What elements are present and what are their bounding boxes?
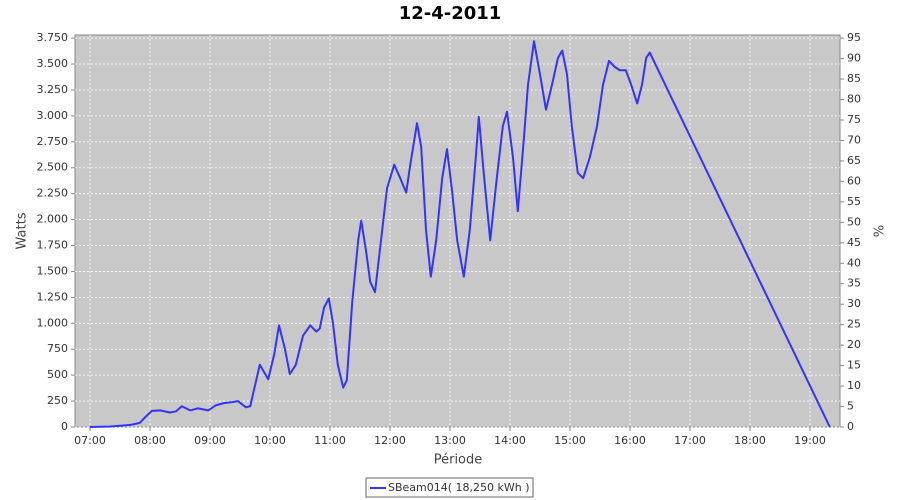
y2-tick-label: 35	[847, 277, 861, 290]
y2-tick-label: 60	[847, 174, 861, 187]
y-tick-label: 2.250	[37, 187, 69, 200]
legend-label: SBeam014( 18,250 kWh )	[388, 481, 530, 494]
y2-tick-label: 70	[847, 133, 861, 146]
y2-tick-label: 95	[847, 31, 861, 44]
y-tick-label: 3.250	[37, 83, 69, 96]
y2-tick-label: 20	[847, 338, 861, 351]
y2-tick-label: 45	[847, 236, 861, 249]
y-tick-label: 0	[61, 420, 68, 433]
x-tick-label: 10:00	[254, 434, 286, 447]
x-tick-label: 09:00	[194, 434, 226, 447]
y-tick-label: 2.500	[37, 161, 69, 174]
x-tick-label: 07:00	[74, 434, 106, 447]
y2-tick-label: 10	[847, 379, 861, 392]
y2-tick-label: 85	[847, 72, 861, 85]
x-tick-label: 08:00	[134, 434, 166, 447]
y-axis-label: Watts	[15, 212, 30, 249]
x-tick-label: 16:00	[614, 434, 646, 447]
y-tick-label: 3.750	[37, 31, 69, 44]
x-tick-label: 19:00	[794, 434, 826, 447]
y2-axis-label: %	[873, 225, 888, 237]
x-tick-label: 11:00	[314, 434, 346, 447]
chart-title: 12-4-2011	[399, 3, 502, 24]
x-tick-label: 14:00	[494, 434, 526, 447]
plot-area	[74, 34, 841, 428]
y-tick-label: 500	[47, 368, 68, 381]
y-tick-label: 3.500	[37, 57, 69, 70]
x-axis-label: Période	[434, 453, 483, 468]
x-tick-label: 18:00	[734, 434, 766, 447]
x-tick-label: 15:00	[554, 434, 586, 447]
y2-tick-label: 90	[847, 52, 861, 65]
x-tick-label: 12:00	[374, 434, 406, 447]
line-series	[89, 40, 831, 428]
y2-tick-label: 25	[847, 318, 861, 331]
y-tick-label: 1.000	[37, 316, 69, 329]
y2-tick-label: 75	[847, 113, 861, 126]
y-tick-label: 1.750	[37, 239, 69, 252]
x-tick-label: 13:00	[434, 434, 466, 447]
y-tick-label: 750	[47, 342, 68, 355]
y2-tick-label: 55	[847, 195, 861, 208]
y-tick-label: 1.250	[37, 290, 69, 303]
y-tick-label: 3.000	[37, 109, 69, 122]
y2-tick-label: 15	[847, 359, 861, 372]
y-tick-label: 2.000	[37, 213, 69, 226]
y2-tick-label: 65	[847, 154, 861, 167]
y2-tick-label: 40	[847, 256, 861, 269]
y-tick-label: 2.750	[37, 135, 69, 148]
y2-tick-label: 5	[847, 400, 854, 413]
x-tick-label: 17:00	[674, 434, 706, 447]
y2-tick-label: 30	[847, 297, 861, 310]
y2-tick-label: 80	[847, 93, 861, 106]
legend-box	[365, 477, 534, 498]
y-tick-label: 250	[47, 394, 68, 407]
y2-tick-label: 0	[847, 420, 854, 433]
y2-tick-label: 50	[847, 215, 861, 228]
y-tick-label: 1.500	[37, 264, 69, 277]
